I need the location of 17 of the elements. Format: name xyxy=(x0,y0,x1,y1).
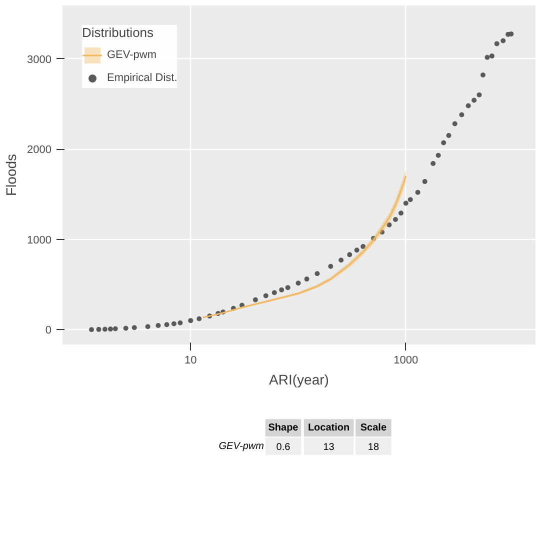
text: Location xyxy=(308,422,350,434)
text: Shape xyxy=(268,422,299,434)
y-axis-title: Floods xyxy=(3,154,20,196)
text: 0.6 xyxy=(276,442,291,453)
x-axis-title: ARI(year) xyxy=(269,372,329,388)
legend-title: Distributions xyxy=(82,25,155,40)
text: 13 xyxy=(323,442,335,453)
y-tick-label: 0 xyxy=(45,324,52,337)
text: GEV-pwm xyxy=(218,440,264,452)
legend-label: GEV-pwm xyxy=(107,49,157,61)
text: 18 xyxy=(368,442,380,453)
y-tick-label: 2000 xyxy=(27,144,52,156)
y-tick-label: 1000 xyxy=(27,234,52,246)
text: Scale xyxy=(360,422,387,434)
y-tick-label: 3000 xyxy=(27,54,52,66)
x-tick-label: 10 xyxy=(184,354,197,366)
legend-label: Empirical Dist. xyxy=(107,72,178,84)
